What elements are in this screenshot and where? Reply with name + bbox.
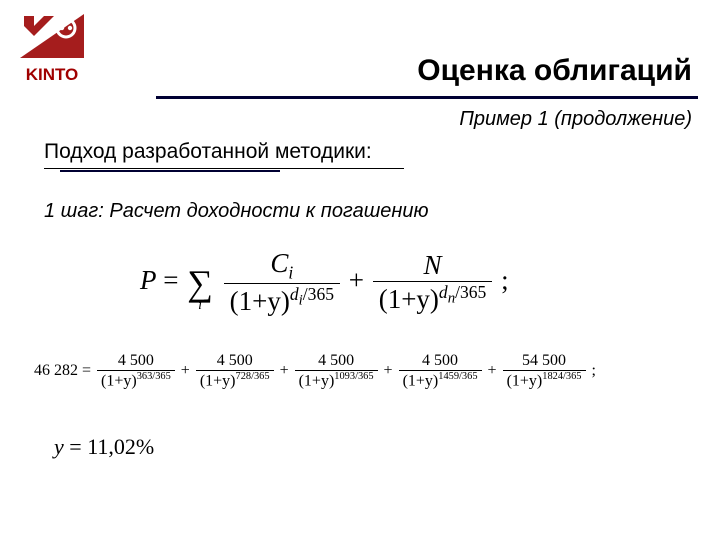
numeric-term: 54 500(1+y)1824/365	[503, 352, 586, 390]
approach-heading: Подход разработанной методики:	[44, 140, 372, 164]
numeric-term: 4 500(1+y)1093/365	[295, 352, 378, 390]
numeric-term: 4 500(1+y)1459/365	[399, 352, 482, 390]
title-divider	[156, 96, 698, 99]
ytm-result: y = 11,02%	[54, 434, 154, 460]
approach-underline	[44, 168, 404, 169]
step-label: 1 шаг: Расчет доходности к погашению	[44, 200, 429, 223]
numeric-term: 4 500(1+y)728/365	[196, 352, 274, 390]
brand-logo: KINTO	[20, 14, 84, 85]
kinto-logo-icon	[20, 14, 84, 58]
numeric-term: 4 500(1+y)363/365	[97, 352, 175, 390]
brand-name: KINTO	[20, 65, 84, 85]
example-subtitle: Пример 1 (продолжение)	[459, 108, 692, 131]
formula-ytm-numeric: 46 282 = 4 500(1+y)363/365 + 4 500(1+y)7…	[34, 352, 700, 390]
approach-accent-rule	[60, 170, 280, 172]
page-title: Оценка облигаций	[417, 54, 692, 88]
formula-ytm-general: P = ∑i Ci (1+y)di/365 + N (1+y)dn/365 ;	[140, 248, 680, 317]
